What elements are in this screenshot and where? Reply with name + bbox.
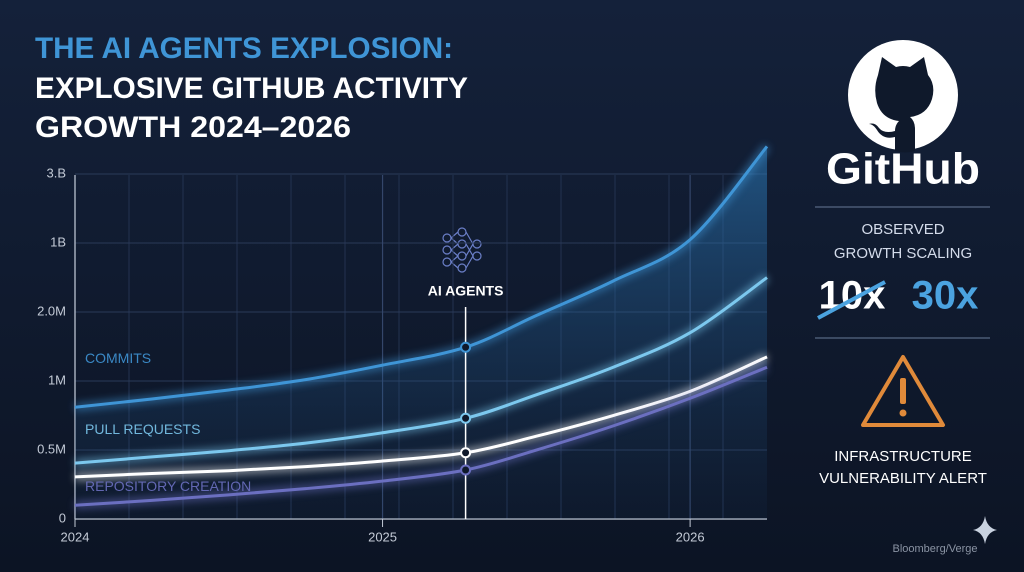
title-line: THE AI AGENTS EXPLOSION: [35, 32, 453, 65]
strike [817, 280, 886, 320]
y-tick-label: 3.B [46, 165, 66, 180]
line [74, 145, 769, 409]
warning-icon [899, 409, 907, 417]
line [74, 355, 768, 479]
series-label: PULL REQUESTS [85, 421, 200, 437]
y-tick-label: 0 [59, 510, 66, 525]
ai-icon [442, 227, 482, 273]
y-tick-label: 1M [48, 372, 66, 387]
area [75, 146, 767, 520]
title-block: THE AI AGENTS EXPLOSION: EXPLOSIVE GITHU… [35, 32, 468, 144]
github-logo-mark [869, 57, 934, 153]
point [460, 412, 472, 424]
alert-label: INFRASTRUCTURE [834, 448, 972, 465]
point [460, 341, 472, 353]
title-line: GROWTH 2024–2026 [35, 111, 351, 144]
x-tick-label: 2025 [368, 529, 397, 544]
scaling-label: GROWTH SCALING [834, 245, 972, 262]
side-panel: GitHub OBSERVED GROWTH SCALING 10x 30x I… [815, 40, 997, 555]
x-tick-label: 2026 [676, 529, 705, 544]
y-tick-label: 2.0M [37, 303, 66, 318]
line [74, 365, 768, 507]
y-tick-label: 0.5M [37, 441, 66, 456]
new-factor: 30x [912, 274, 979, 318]
watermark: Bloomberg/Verge [893, 543, 978, 555]
plot: 0 0.5M 1M 2.0M 1B 3.B 2024 2025 2026 COMMITS PULL … [37, 143, 771, 544]
scaling-label: OBSERVED [861, 221, 944, 238]
annotation-label: AI AGENTS [428, 283, 504, 299]
warning-icon [861, 355, 945, 427]
point [460, 447, 472, 459]
line [74, 276, 768, 465]
y-tick-label: 1B [50, 234, 66, 249]
title-line: EXPLOSIVE GITHUB ACTIVITY [35, 72, 468, 105]
warning-icon [900, 378, 906, 404]
series-label: COMMITS [85, 350, 151, 366]
brand: GitHub [826, 145, 980, 194]
alert-label: VULNERABILITY ALERT [819, 470, 987, 487]
sparkle [973, 516, 997, 544]
series-label: REPOSITORY CREATION [85, 478, 251, 494]
point [460, 464, 472, 476]
x-tick-label: 2024 [61, 529, 90, 544]
